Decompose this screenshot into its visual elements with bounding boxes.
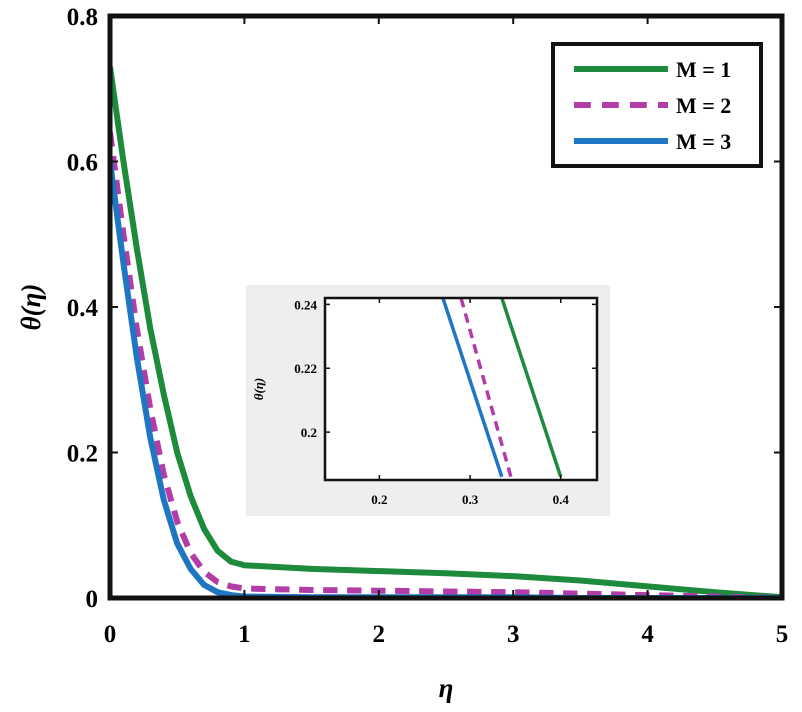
main-series-line-2 xyxy=(110,132,782,598)
legend-label-3: M = 3 xyxy=(676,129,731,154)
main-series-line-1 xyxy=(110,66,782,598)
inset-plot: 0.2 0.3 0.4 0.2 0.22 0.24 θ(η) xyxy=(246,285,610,516)
main-x-tick-label: 1 xyxy=(238,621,251,648)
inset-y-tick-label: 0.2 xyxy=(301,425,317,440)
inset-x-tick-label: 0.3 xyxy=(462,492,479,507)
main-plot: 0 1 2 3 4 5 0 0.2 0.4 0.6 0.8 η θ(η) xyxy=(16,4,788,703)
main-x-tick-label: 0 xyxy=(104,621,117,648)
main-x-tick-label: 3 xyxy=(507,621,520,648)
main-y-tick-label: 0.8 xyxy=(67,4,98,31)
main-y-tick-label: 0.4 xyxy=(67,295,99,322)
inset-plot-area xyxy=(325,298,597,480)
inset-y-tick-label: 0.22 xyxy=(294,361,317,376)
inset-series-line-3 xyxy=(441,298,504,478)
main-y-axis-label: θ(η) xyxy=(16,284,46,331)
inset-series-line-1 xyxy=(500,298,563,478)
inset-x-tick-label: 0.4 xyxy=(553,492,570,507)
legend: M = 1 M = 2 M = 3 xyxy=(551,42,763,168)
main-y-tick-label: 0.6 xyxy=(67,150,98,177)
inset-y-tick-label: 0.24 xyxy=(294,297,317,312)
main-y-tick-label: 0.2 xyxy=(67,441,98,468)
inset-x-tick-label: 0.2 xyxy=(371,492,387,507)
main-series-group xyxy=(110,66,782,598)
legend-label-2: M = 2 xyxy=(676,93,731,118)
legend-label-1: M = 1 xyxy=(676,57,731,82)
main-x-axis-label: η xyxy=(439,673,454,703)
main-x-tick-label: 5 xyxy=(776,621,789,648)
inset-series-group xyxy=(441,298,563,478)
main-x-tick-label: 4 xyxy=(641,621,654,648)
inset-axes-frame xyxy=(323,296,599,482)
main-x-tick-label: 2 xyxy=(373,621,386,648)
main-y-tick-label: 0 xyxy=(86,586,99,613)
main-series-line-3 xyxy=(110,161,782,598)
inset-y-axis-label: θ(η) xyxy=(251,378,266,401)
